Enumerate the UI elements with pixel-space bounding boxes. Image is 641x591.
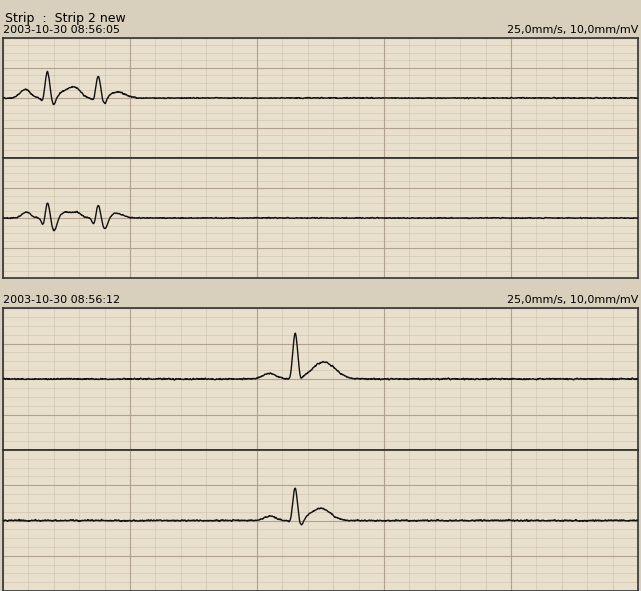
Text: 25,0mm/s, 10,0mm/mV: 25,0mm/s, 10,0mm/mV [506, 25, 638, 35]
Text: 2003-10-30 08:56:05: 2003-10-30 08:56:05 [3, 25, 120, 35]
Text: Strip  :  Strip 2 new: Strip : Strip 2 new [5, 12, 126, 25]
Text: 25,0mm/s, 10,0mm/mV: 25,0mm/s, 10,0mm/mV [506, 295, 638, 305]
Text: 2003-10-30 08:56:12: 2003-10-30 08:56:12 [3, 295, 120, 305]
